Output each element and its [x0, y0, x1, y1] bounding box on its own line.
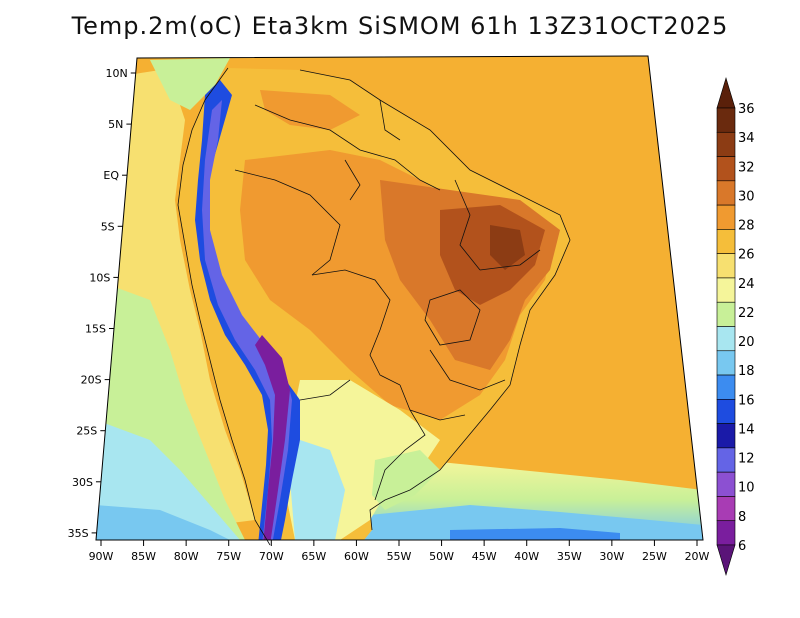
lon-label-35w: 35W [557, 550, 582, 563]
lon-label-60w: 60W [344, 550, 369, 563]
venezuela-border [344, 159, 361, 201]
lat-label-35s: 35S [68, 527, 89, 540]
colorbar-segment [716, 520, 736, 546]
andes-cold [202, 100, 292, 540]
state-border-4 [429, 349, 506, 391]
lon-label-65w: 65W [301, 550, 326, 563]
colorbar-segment [716, 326, 736, 352]
colorbar-label-8: 8 [738, 510, 746, 525]
colorbar-label-20: 20 [738, 335, 755, 350]
lon-label-40w: 40W [514, 550, 539, 563]
colorbar-label-32: 32 [738, 160, 755, 175]
andes-coldest [255, 335, 290, 540]
state-border-2 [454, 179, 481, 271]
lon-label-30w: 30W [599, 550, 624, 563]
colorbar-segment [716, 423, 736, 449]
colorbar-arrow-bottom [716, 544, 736, 577]
lon-label-20w: 20W [685, 550, 710, 563]
caribbean-cool-area [150, 58, 230, 110]
brazil-north-border [254, 104, 441, 191]
pampas-cool [372, 450, 440, 510]
colorbar-segment [716, 374, 736, 400]
lat-label-30s: 30S [72, 476, 93, 489]
lon-label-75w: 75W [216, 550, 241, 563]
colorbar-segment [716, 229, 736, 254]
lat-label-15s: 15S [85, 323, 106, 336]
state-border-3 [479, 249, 541, 271]
colorbar-label-34: 34 [738, 131, 755, 146]
pacific-coldest-band [96, 505, 230, 540]
bolivia-border [311, 269, 401, 386]
colorbar-label-12: 12 [738, 452, 755, 467]
lon-label-70w: 70W [259, 550, 284, 563]
lat-label-10s: 10S [89, 271, 110, 284]
lat-label-5n: 5N [108, 118, 123, 131]
colorbar-label-24: 24 [738, 277, 755, 292]
colorbar-segment [716, 350, 736, 376]
state-border-1 [424, 289, 481, 346]
map-title: Temp.2m(oC) Eta3km SiSMOM 61h 13Z31OCT20… [71, 12, 729, 40]
colorbar-segment [716, 471, 736, 497]
north-warm-area [260, 90, 360, 130]
argentina-north-border [299, 379, 351, 401]
lat-label-25s: 25S [76, 425, 97, 438]
paraguay-uruguay-border [374, 384, 426, 501]
lat-label-eq: EQ [103, 169, 119, 182]
lon-label-85w: 85W [131, 550, 156, 563]
colorbar-segment [716, 399, 736, 424]
guyana-border [379, 99, 401, 141]
longitude-axis: 90W 85W 80W 75W 70W 65W 60W 55W 50W 45W 40W 35W 30W 2… [89, 540, 710, 563]
state-border-5 [409, 409, 466, 421]
colorbar-segment [716, 180, 736, 206]
domain-border [95, 55, 704, 541]
south-atlantic-colder [450, 528, 620, 540]
lat-label-5s: 5S [101, 220, 115, 233]
atlantic-coastline [299, 69, 571, 531]
colorbar-label-16: 16 [738, 393, 755, 408]
colorbar-segment [716, 447, 736, 473]
land-hottest-area [490, 225, 525, 270]
colorbar-label-14: 14 [738, 422, 755, 437]
colorbar-segment [716, 131, 736, 157]
country-borders [177, 67, 571, 546]
colorbar-segment [716, 496, 736, 522]
peru-border [234, 169, 341, 276]
latitude-axis: 10N 5N EQ 5S 10S 15S 20S 25S 30S 35S [68, 67, 136, 540]
colorbar-segment [716, 156, 736, 182]
colorbar-label-18: 18 [738, 364, 755, 379]
colorbar-arrow-top [716, 76, 736, 109]
pacific-coastline [177, 67, 271, 546]
temperature-field [96, 56, 703, 540]
colorbar-segment [716, 301, 736, 327]
colorbar-segment [716, 107, 736, 133]
south-land-cold [290, 440, 345, 540]
lon-label-25w: 25W [642, 550, 667, 563]
lon-label-50w: 50W [429, 550, 454, 563]
lon-label-90w: 90W [89, 550, 114, 563]
colorbar-label-28: 28 [738, 219, 755, 234]
colorbar-label-30: 30 [738, 189, 755, 204]
lon-label-80w: 80W [174, 550, 199, 563]
colorbar-label-36: 36 [738, 102, 755, 117]
lat-label-10n: 10N [105, 67, 127, 80]
lon-label-45w: 45W [472, 550, 497, 563]
colorbar: 36 34 32 30 28 26 24 22 20 18 16 14 12 10 8 6 [716, 76, 755, 577]
colorbar-segment [716, 204, 736, 230]
lat-label-20s: 20S [81, 374, 102, 387]
colorbar-segment [716, 253, 736, 279]
colorbar-segment [716, 277, 736, 303]
colorbar-label-26: 26 [738, 248, 755, 263]
lon-label-55w: 55W [387, 550, 412, 563]
colorbar-label-22: 22 [738, 306, 755, 321]
colorbar-label-10: 10 [738, 481, 755, 496]
colorbar-label-6: 6 [738, 539, 746, 554]
